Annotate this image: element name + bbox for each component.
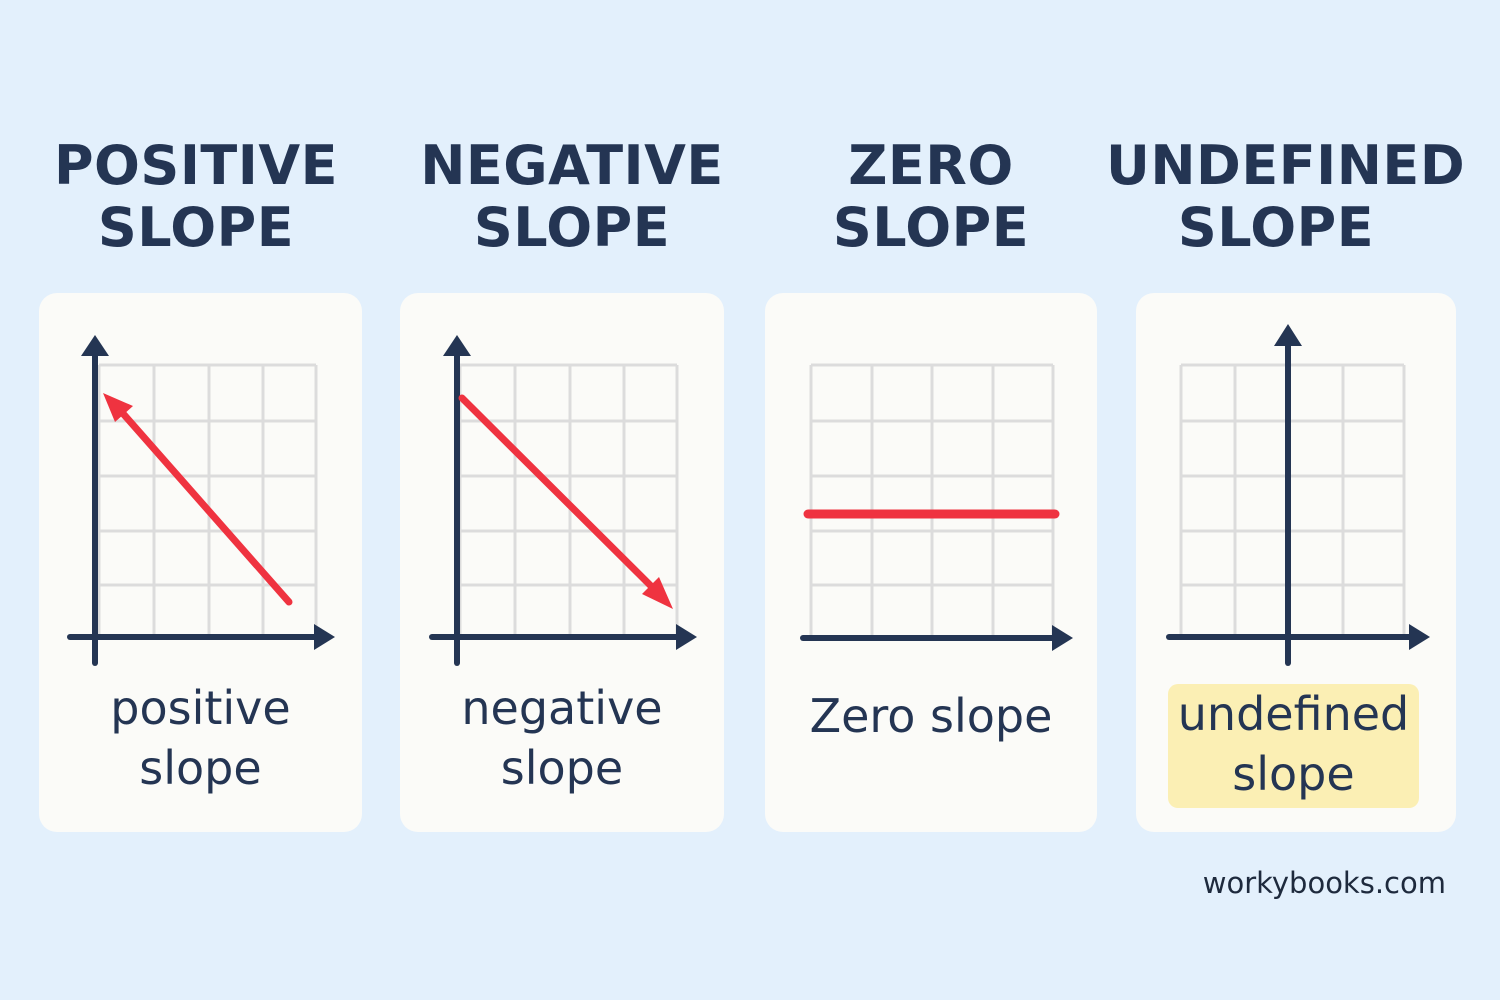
- caption-line-2: slope: [1232, 747, 1355, 801]
- panel-title-zero: ZERO SLOPE: [761, 135, 1101, 259]
- y-axis-arrow-icon: [443, 335, 471, 356]
- title-line-2: SLOPE: [832, 196, 1030, 259]
- axes: [800, 625, 1073, 651]
- x-axis-arrow-icon: [676, 624, 697, 650]
- x-axis-arrow-icon: [1052, 625, 1073, 651]
- axes: [67, 335, 335, 666]
- caption-line-1: undefined: [1177, 687, 1410, 741]
- slope-line: [103, 393, 293, 606]
- panel-title-undefined: UNDEFINED SLOPE: [1106, 134, 1466, 259]
- axes: [429, 335, 697, 666]
- card-zero-slope: Zero slope: [765, 293, 1097, 832]
- vertical-line-arrow-icon: [1274, 324, 1302, 346]
- grid: [809, 363, 1055, 635]
- site-credit: workybooks.com: [1202, 866, 1446, 900]
- undefined-slope-graph: [1166, 324, 1430, 666]
- title-line-1: UNDEFINED: [1106, 134, 1466, 197]
- caption-line-1: positive: [110, 681, 291, 735]
- zero-slope-graph: [800, 363, 1073, 651]
- grid: [97, 363, 318, 635]
- card-positive-slope: positive slope: [39, 293, 362, 832]
- panel-title-positive: POSITIVE SLOPE: [26, 135, 366, 259]
- caption-positive: positive slope: [39, 678, 362, 798]
- title-line-2: SLOPE: [473, 196, 671, 259]
- title-line-2: SLOPE: [97, 196, 295, 259]
- negative-slope-graph: [429, 335, 697, 666]
- panel-title-negative: NEGATIVE SLOPE: [402, 135, 742, 259]
- caption-text: Zero slope: [809, 689, 1053, 743]
- x-axis-arrow-icon: [314, 624, 335, 650]
- caption-zero: Zero slope: [765, 686, 1097, 746]
- caption-undefined: undefined slope: [1168, 684, 1419, 808]
- title-line-2: SLOPE: [1177, 196, 1375, 259]
- title-line-1: POSITIVE: [53, 134, 339, 197]
- card-undefined-slope: undefined slope: [1136, 293, 1456, 832]
- y-axis-arrow-icon: [81, 335, 109, 356]
- positive-slope-graph: [67, 335, 335, 666]
- caption-line-1: negative: [461, 681, 663, 735]
- title-line-1: NEGATIVE: [420, 134, 724, 197]
- caption-line-2: slope: [139, 741, 262, 795]
- axes: [1166, 324, 1430, 666]
- slope-arrow-icon: [103, 393, 133, 422]
- title-line-1: ZERO: [848, 134, 1014, 197]
- card-negative-slope: negative slope: [400, 293, 724, 832]
- slope-line: [458, 394, 673, 609]
- slope-arrow-icon: [642, 577, 673, 609]
- grid: [1179, 363, 1406, 635]
- x-axis-arrow-icon: [1409, 624, 1430, 650]
- caption-negative: negative slope: [400, 678, 724, 798]
- caption-line-2: slope: [500, 741, 624, 795]
